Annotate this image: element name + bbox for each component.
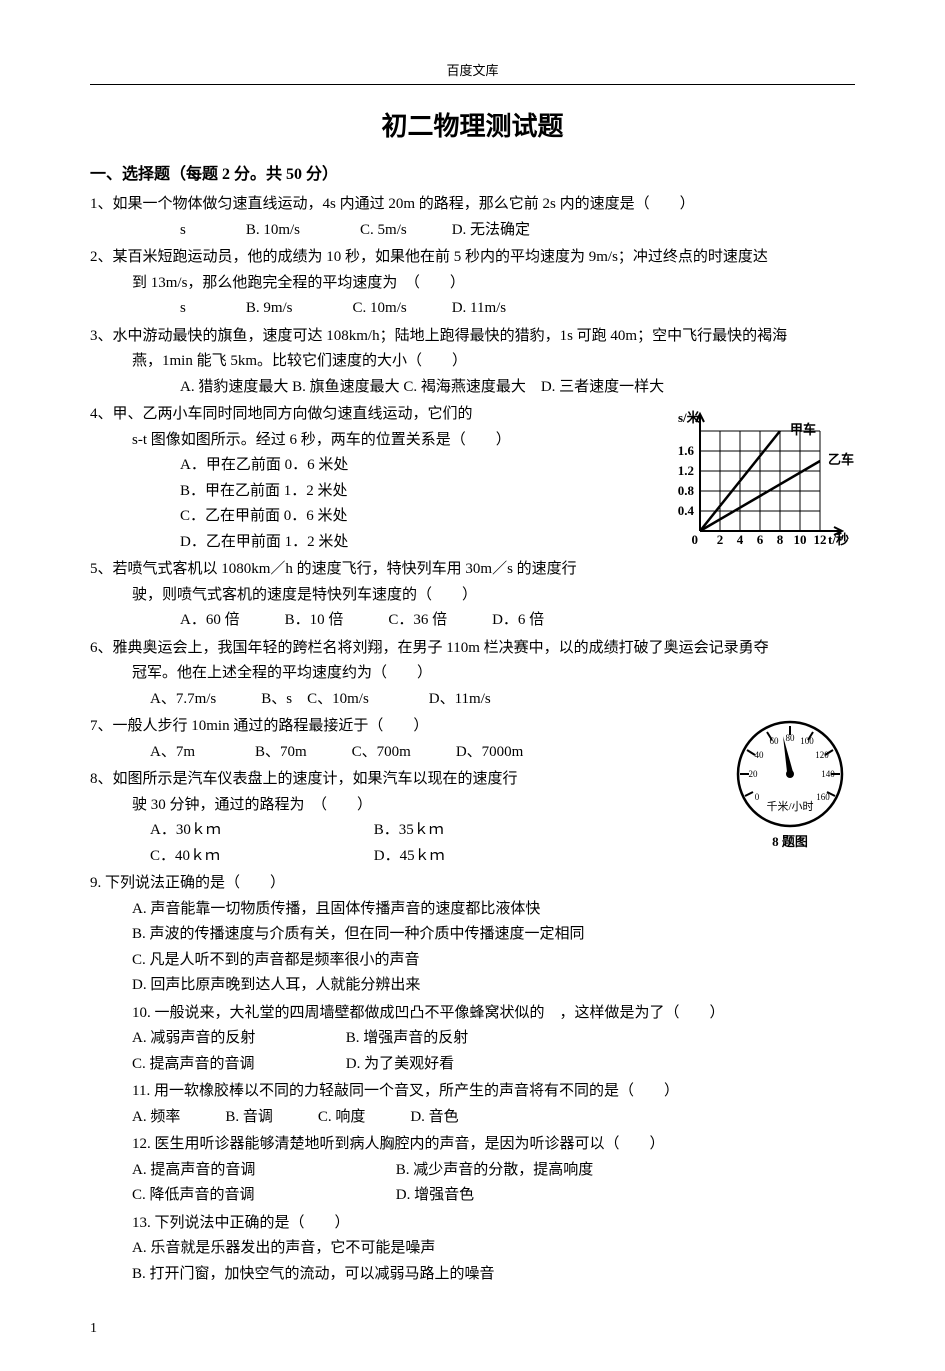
question-12: 12. 医生用听诊器能够清楚地听到病人胸腔内的声音，是因为听诊器可以（ ） A.… bbox=[90, 1132, 855, 1209]
q12-opt-c: C. 降低声音的音调 bbox=[132, 1183, 392, 1209]
q12-opt-b: B. 减少声音的分散，提高响度 bbox=[396, 1158, 594, 1184]
q4-opt-d: D．乙在甲前面 1．2 米处 bbox=[90, 530, 855, 556]
q7-options: A、7m B、70m C、700m D、7000m bbox=[90, 740, 855, 766]
q12-stem: 12. 医生用听诊器能够清楚地听到病人胸腔内的声音，是因为听诊器可以（ ） bbox=[90, 1132, 855, 1158]
q10-opt-c: C. 提高声音的音调 bbox=[132, 1052, 342, 1078]
q9-opt-a: A. 声音能靠一切物质传播，且固体传播声音的速度都比液体快 bbox=[90, 897, 855, 923]
question-8: 8、如图所示是汽车仪表盘上的速度计，如果汽车以现在的速度行 驶 30 分钟，通过… bbox=[90, 767, 855, 869]
q13-opt-b: B. 打开门窗，加快空气的流动，可以减弱马路上的噪音 bbox=[90, 1262, 855, 1288]
q10-opt-a: A. 减弱声音的反射 bbox=[132, 1026, 342, 1052]
q2-stem-2: 到 13m/s，那么他跑完全程的平均速度为 （ ） bbox=[90, 271, 855, 297]
q9-stem: 9. 下列说法正确的是（ ） bbox=[90, 871, 855, 897]
q9-opt-c: C. 凡是人听不到的声音都是频率很小的声音 bbox=[90, 948, 855, 974]
q9-opt-d: D. 回声比原声晚到达人耳，人就能分辨出来 bbox=[90, 973, 855, 999]
q4-opt-b: B．甲在乙前面 1．2 米处 bbox=[90, 479, 855, 505]
q6-stem-2: 冠军。他在上述全程的平均速度约为（ ） bbox=[90, 661, 855, 687]
question-5: 5、若喷气式客机以 1080km／h 的速度飞行，特快列车用 30m／s 的速度… bbox=[90, 557, 855, 634]
q3-stem-2: 燕，1min 能飞 5km。比较它们速度的大小（ ） bbox=[90, 349, 855, 375]
q13-opt-a: A. 乐音就是乐器发出的声音，它不可能是噪声 bbox=[90, 1236, 855, 1262]
doc-title: 初二物理测试题 bbox=[90, 105, 855, 149]
section-1-header: 一、选择题（每题 2 分。共 50 分） bbox=[90, 161, 855, 188]
q6-options: A、7.7m/s B、s C、10m/s D、11m/s bbox=[90, 687, 855, 713]
q1-options: s B. 10m/s C. 5m/s D. 无法确定 bbox=[90, 218, 855, 244]
question-10: 10. 一般说来，大礼堂的四周墙壁都做成凹凸不平像蜂窝状似的 ，这样做是为了（ … bbox=[90, 1001, 855, 1078]
q8-opts-row1: A．30ｋｍ B．35ｋｍ bbox=[90, 818, 855, 844]
q5-stem-1: 5、若喷气式客机以 1080km／h 的速度飞行，特快列车用 30m／s 的速度… bbox=[90, 557, 855, 583]
page-number: 1 bbox=[90, 1317, 855, 1341]
q12-opt-a: A. 提高声音的音调 bbox=[132, 1158, 392, 1184]
q10-stem: 10. 一般说来，大礼堂的四周墙壁都做成凹凸不平像蜂窝状似的 ，这样做是为了（ … bbox=[90, 1001, 855, 1027]
q10-row2: C. 提高声音的音调 D. 为了美观好看 bbox=[90, 1052, 855, 1078]
q4-opt-c: C．乙在甲前面 0．6 米处 bbox=[90, 504, 855, 530]
q5-options: A．60 倍 B．10 倍 C．36 倍 D．6 倍 bbox=[90, 608, 855, 634]
q4-opt-a: A．甲在乙前面 0．6 米处 bbox=[90, 453, 855, 479]
q8-stem-1: 8、如图所示是汽车仪表盘上的速度计，如果汽车以现在的速度行 bbox=[90, 767, 855, 793]
q11-options: A. 频率 B. 音调 C. 响度 D. 音色 bbox=[90, 1105, 855, 1131]
q10-row1: A. 减弱声音的反射 B. 增强声音的反射 bbox=[90, 1026, 855, 1052]
q5-stem-2: 驶，则喷气式客机的速度是特快列车速度的（ ） bbox=[90, 583, 855, 609]
page-header: 百度文库 bbox=[90, 60, 855, 85]
q13-stem: 13. 下列说法中正确的是（ ） bbox=[90, 1211, 855, 1237]
question-3: 3、水中游动最快的旗鱼，速度可达 108km/h；陆地上跑得最快的猎豹，1s 可… bbox=[90, 324, 855, 401]
q12-row1: A. 提高声音的音调 B. 减少声音的分散，提高响度 bbox=[90, 1158, 855, 1184]
q4-stem-2: s-t 图像如图所示。经过 6 秒，两车的位置关系是（ ） bbox=[90, 428, 855, 454]
q12-opt-d: D. 增强音色 bbox=[396, 1183, 474, 1209]
q2-stem-1: 2、某百米短跑运动员，他的成绩为 10 秒，如果他在前 5 秒内的平均速度为 9… bbox=[90, 245, 855, 271]
question-2: 2、某百米短跑运动员，他的成绩为 10 秒，如果他在前 5 秒内的平均速度为 9… bbox=[90, 245, 855, 322]
question-11: 11. 用一软橡胶棒以不同的力轻敲同一个音叉，所产生的声音将有不同的是（ ） A… bbox=[90, 1079, 855, 1130]
q8-opt-a: A．30ｋｍ bbox=[150, 818, 370, 844]
q8-opt-c: C．40ｋｍ bbox=[150, 844, 370, 870]
q10-opt-b: B. 增强声音的反射 bbox=[346, 1026, 469, 1052]
q3-options: A. 猎豹速度最大 B. 旗鱼速度最大 C. 褐海燕速度最大 D. 三者速度一样… bbox=[90, 375, 855, 401]
question-1: 1、如果一个物体做匀速直线运动，4s 内通过 20m 的路程，那么它前 2s 内… bbox=[90, 192, 855, 243]
q4-stem-1: 4、甲、乙两小车同时同地同方向做匀速直线运动，它们的 bbox=[90, 402, 855, 428]
question-6: 6、雅典奥运会上，我国年轻的跨栏名将刘翔，在男子 110m 栏决赛中，以的成绩打… bbox=[90, 636, 855, 713]
q3-stem-1: 3、水中游动最快的旗鱼，速度可达 108km/h；陆地上跑得最快的猎豹，1s 可… bbox=[90, 324, 855, 350]
question-13: 13. 下列说法中正确的是（ ） A. 乐音就是乐器发出的声音，它不可能是噪声 … bbox=[90, 1211, 855, 1288]
question-4: 4、甲、乙两小车同时同地同方向做匀速直线运动，它们的 s-t 图像如图所示。经过… bbox=[90, 402, 855, 555]
q12-row2: C. 降低声音的音调 D. 增强音色 bbox=[90, 1183, 855, 1209]
q1-stem: 1、如果一个物体做匀速直线运动，4s 内通过 20m 的路程，那么它前 2s 内… bbox=[90, 192, 855, 218]
q9-opt-b: B. 声波的传播速度与介质有关，但在同一种介质中传播速度一定相同 bbox=[90, 922, 855, 948]
q11-stem: 11. 用一软橡胶棒以不同的力轻敲同一个音叉，所产生的声音将有不同的是（ ） bbox=[90, 1079, 855, 1105]
q10-opt-d: D. 为了美观好看 bbox=[346, 1052, 454, 1078]
question-7: 7、一般人步行 10min 通过的路程最接近于（ ） A、7m B、70m C、… bbox=[90, 714, 855, 765]
q6-stem-1: 6、雅典奥运会上，我国年轻的跨栏名将刘翔，在男子 110m 栏决赛中，以的成绩打… bbox=[90, 636, 855, 662]
q7-stem: 7、一般人步行 10min 通过的路程最接近于（ ） bbox=[90, 714, 855, 740]
q8-opt-b: B．35ｋｍ bbox=[374, 818, 444, 844]
q8-opt-d: D．45ｋｍ bbox=[374, 844, 445, 870]
q8-opts-row2: C．40ｋｍ D．45ｋｍ bbox=[90, 844, 855, 870]
question-9: 9. 下列说法正确的是（ ） A. 声音能靠一切物质传播，且固体传播声音的速度都… bbox=[90, 871, 855, 999]
q2-options: s B. 9m/s C. 10m/s D. 11m/s bbox=[90, 296, 855, 322]
q8-stem-2: 驶 30 分钟，通过的路程为 （ ） bbox=[90, 793, 855, 819]
